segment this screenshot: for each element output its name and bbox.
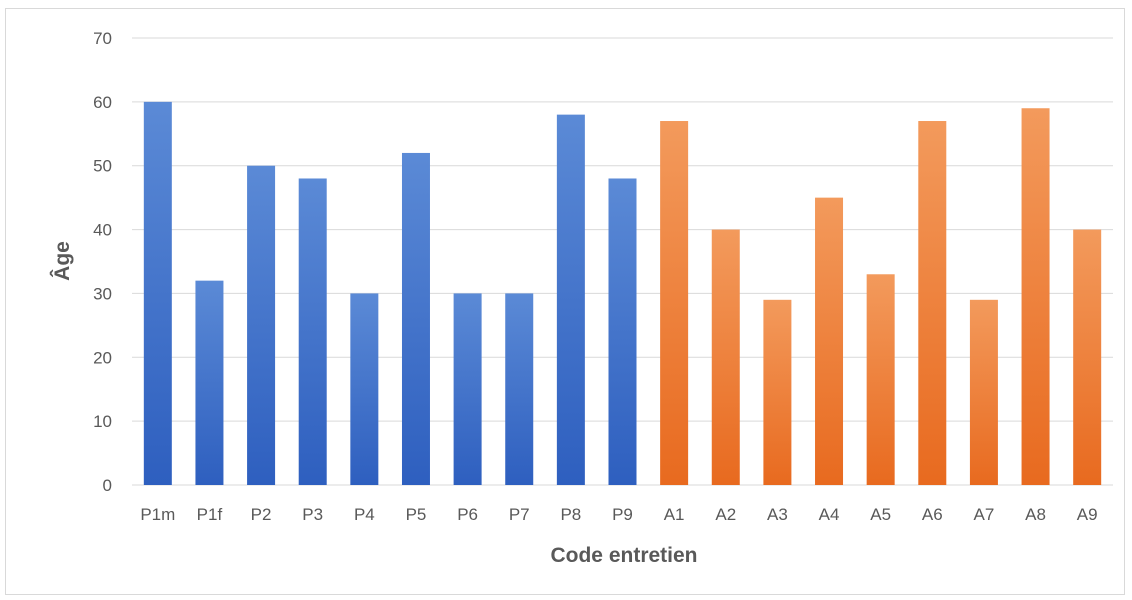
y-tick-label: 40: [93, 221, 112, 240]
x-tick-label: A6: [922, 505, 943, 524]
x-tick-label: A3: [767, 505, 788, 524]
x-axis-title: Code entretien: [550, 544, 697, 567]
bar-a4: [815, 197, 844, 485]
x-tick-label: P1m: [140, 505, 175, 524]
x-tick-label: A7: [974, 505, 995, 524]
bar-a5: [866, 274, 895, 485]
x-tick-label: A8: [1025, 505, 1046, 524]
y-tick-label: 30: [93, 284, 112, 303]
x-tick-label: P2: [251, 505, 272, 524]
x-tick-label: P8: [560, 505, 581, 524]
bar-a3: [763, 299, 792, 485]
bar-p1m: [143, 101, 172, 485]
x-tick-label: A5: [870, 505, 891, 524]
y-tick-label: 50: [93, 157, 112, 176]
x-tick-label: P9: [612, 505, 633, 524]
x-tick-label: P3: [302, 505, 323, 524]
x-tick-label: P4: [354, 505, 375, 524]
bar-p3: [298, 178, 327, 485]
x-tick-label: P1f: [197, 505, 223, 524]
bar-a7: [969, 299, 998, 485]
x-tick-label: A1: [664, 505, 685, 524]
bar-a2: [711, 229, 740, 485]
y-tick-label: 20: [93, 348, 112, 367]
x-tick-label: A4: [819, 505, 840, 524]
bar-a9: [1073, 229, 1102, 485]
y-tick-labels: 0 10 20 30 40 50 60 70: [93, 29, 112, 495]
y-tick-label: 10: [93, 412, 112, 431]
x-tick-label: P6: [457, 505, 478, 524]
y-tick-label: 70: [93, 29, 112, 48]
bar-p9: [608, 178, 637, 485]
bar-p5: [401, 152, 430, 485]
y-tick-label: 60: [93, 93, 112, 112]
x-tick-label: P7: [509, 505, 530, 524]
bar-p2: [247, 165, 276, 485]
x-tick-label: A2: [715, 505, 736, 524]
bar-p1f: [195, 280, 224, 485]
x-tick-label: P5: [406, 505, 427, 524]
y-tick-label: 0: [103, 476, 112, 495]
bar-p7: [505, 293, 534, 485]
bar-p8: [556, 114, 585, 485]
bars: [143, 101, 1102, 485]
bar-a1: [660, 121, 689, 485]
x-tick-labels: P1m P1f P2 P3 P4 P5 P6 P7 P8 P9 A1 A2 A3 A4 A5 A6 A7 A8 A9: [140, 505, 1097, 524]
bar-p6: [453, 293, 482, 485]
x-tick-label: A9: [1077, 505, 1098, 524]
bar-a8: [1021, 108, 1050, 485]
bar-p4: [350, 293, 379, 485]
bar-a6: [918, 121, 947, 485]
y-axis-title: Âge: [50, 241, 74, 281]
